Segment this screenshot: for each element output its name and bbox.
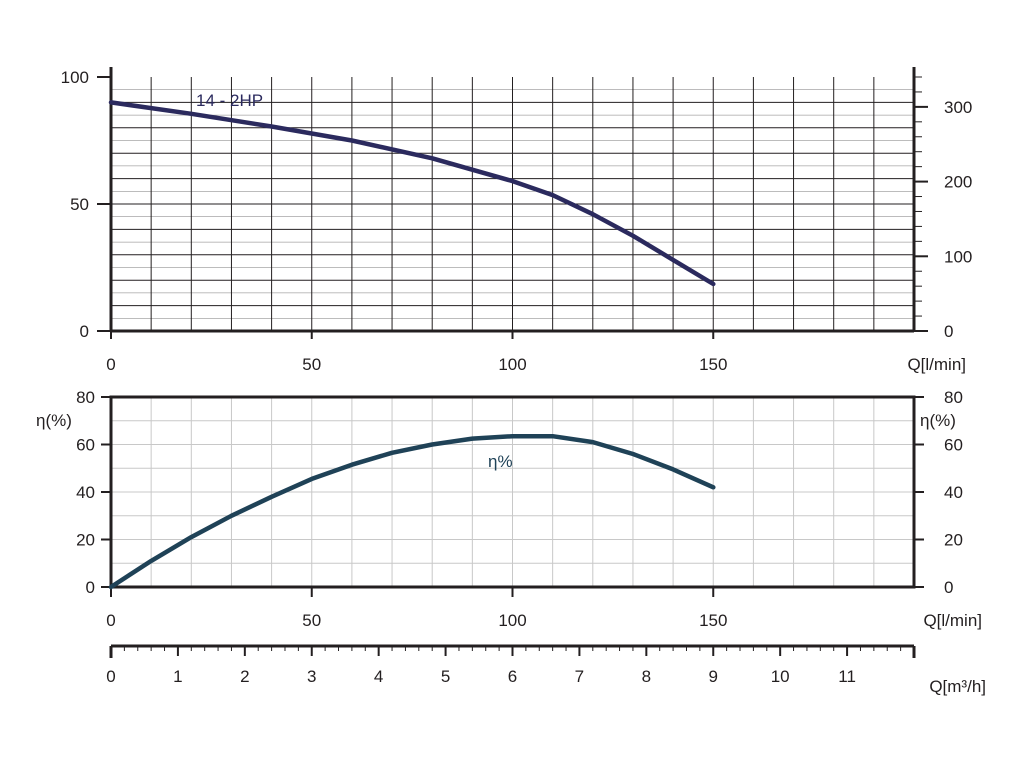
eff-x-tick-label: 100 — [498, 611, 526, 630]
m3h-tick-label: 4 — [374, 667, 383, 686]
m3h-tick-label: 10 — [771, 667, 790, 686]
flow-m3h-axis: 0 1 2 3 4 5 6 7 8 9 10 11 Q[m³/h] — [106, 644, 986, 696]
eff-x-tick-label: 50 — [302, 611, 321, 630]
m3h-tick-label: 7 — [575, 667, 584, 686]
eff-y2-tick-label: 60 — [944, 436, 963, 455]
eff-y2-tick-label: 80 — [944, 388, 963, 407]
m3h-tick-label: 1 — [173, 667, 182, 686]
eff-x-tick-label: 0 — [106, 611, 115, 630]
head-x-tick-label: 100 — [498, 355, 526, 374]
head-y2-tick-label: 300 — [944, 98, 972, 117]
head-curve-line — [108, 100, 716, 287]
eff-y-tick-label: 20 — [76, 531, 95, 550]
head-y-tick-label: 100 — [61, 68, 89, 87]
eff-y-axis-label: η(%) — [36, 411, 72, 430]
m3h-tick-label: 8 — [642, 667, 651, 686]
head-y2-tick-label: 100 — [944, 247, 972, 266]
head-y-tick-label: 0 — [80, 322, 89, 341]
eff-y2-tick-label: 40 — [944, 483, 963, 502]
head-x-tick-label: 50 — [302, 355, 321, 374]
eff-y-tick-label: 0 — [86, 578, 95, 597]
head-chart: 0 50 100 0 100 200 300 0 50 100 150 Q[l/min] 14 - 2H… — [61, 67, 972, 374]
head-series-label: 14 - 2HP — [196, 91, 263, 110]
eff-series-label: η% — [488, 452, 513, 471]
eff-x-axis-label: Q[l/min] — [923, 611, 982, 630]
eff-y2-tick-label: 0 — [944, 578, 953, 597]
m3h-tick-label: 6 — [508, 667, 517, 686]
m3h-tick-label: 5 — [441, 667, 450, 686]
m3h-tick-label: 0 — [106, 667, 115, 686]
m3h-tick-label: 3 — [307, 667, 316, 686]
m3h-tick-label: 2 — [240, 667, 249, 686]
m3h-axis-label: Q[m³/h] — [929, 677, 986, 696]
head-y2-tick-label: 200 — [944, 173, 972, 192]
eff-curve-line — [108, 433, 716, 590]
eff-x-tick-label: 150 — [699, 611, 727, 630]
eff-y-tick-label: 60 — [76, 436, 95, 455]
head-y-tick-label: 50 — [70, 195, 89, 214]
head-x-axis-label: Q[l/min] — [907, 355, 966, 374]
m3h-tick-label: 9 — [709, 667, 718, 686]
eff-y-tick-label: 40 — [76, 483, 95, 502]
head-x-tick-label: 150 — [699, 355, 727, 374]
eff-y2-axis-label: η(%) — [920, 411, 956, 430]
eff-y2-tick-label: 20 — [944, 531, 963, 550]
eff-y-tick-label: 80 — [76, 388, 95, 407]
m3h-tick-label: 11 — [838, 667, 856, 686]
head-x-tick-label: 0 — [106, 355, 115, 374]
head-y2-tick-label: 0 — [944, 322, 953, 341]
